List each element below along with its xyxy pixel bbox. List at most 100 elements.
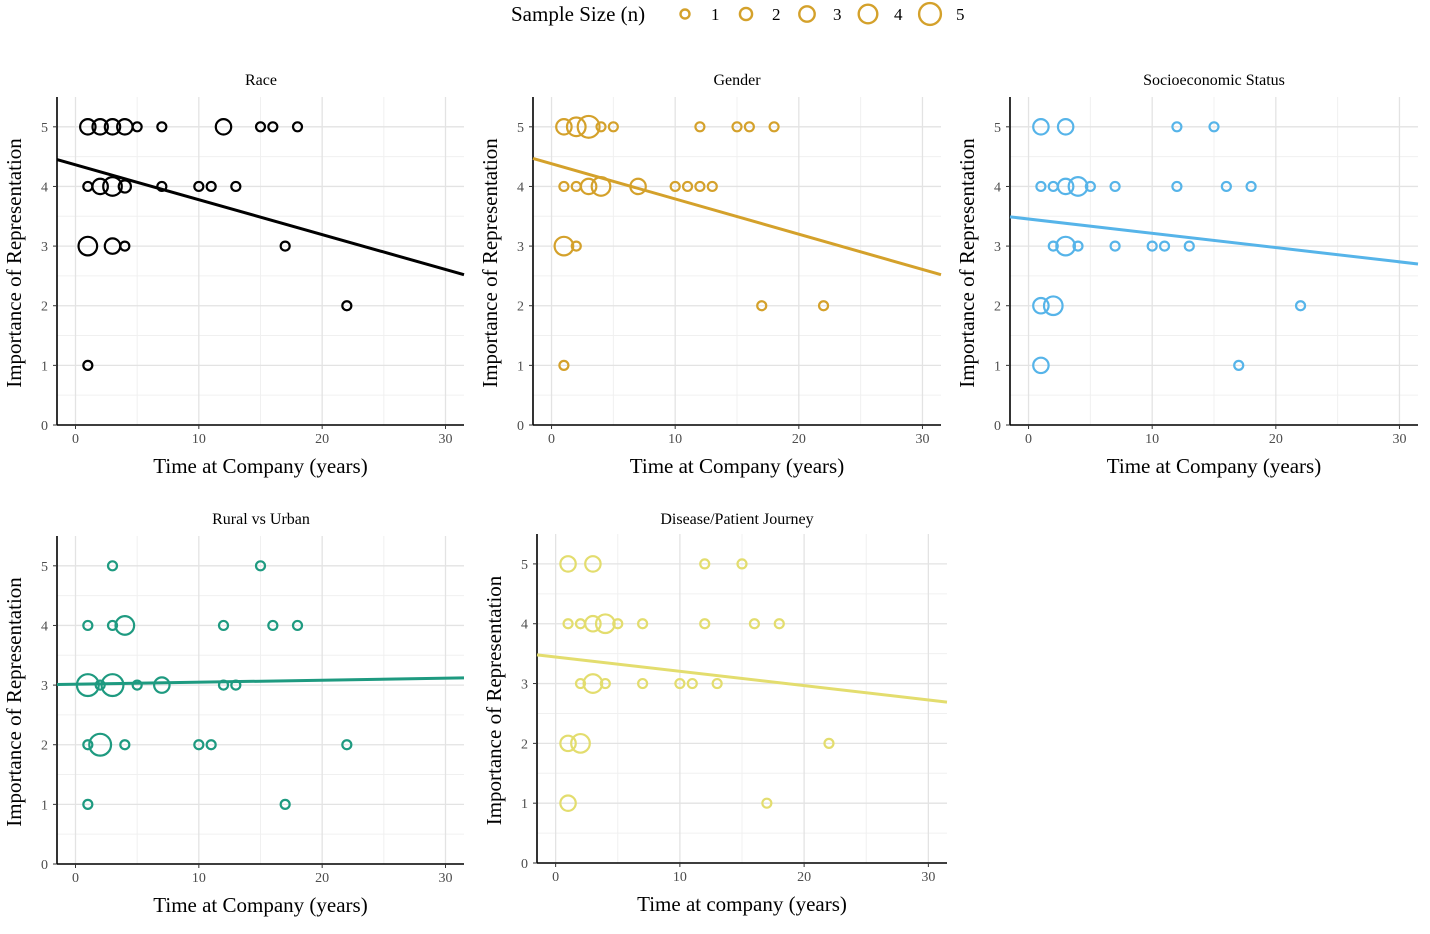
data-point xyxy=(584,614,602,633)
y-tick-label: 3 xyxy=(41,240,48,255)
data-point xyxy=(1109,240,1121,252)
data-point xyxy=(341,300,353,312)
data-point xyxy=(570,240,582,252)
y-axis-title: Importance of Representation xyxy=(2,577,26,827)
data-point xyxy=(291,121,304,133)
legend-key-4 xyxy=(857,3,879,25)
data-point xyxy=(553,235,575,257)
data-point xyxy=(1245,180,1257,193)
y-tick-label: 2 xyxy=(41,739,48,754)
trend-line xyxy=(532,156,942,277)
legend-title: Sample Size (n) xyxy=(511,2,645,26)
data-point xyxy=(595,121,607,133)
data-point xyxy=(82,619,94,632)
data-point xyxy=(576,114,601,139)
data-point xyxy=(669,180,681,193)
data-point xyxy=(570,732,591,754)
legend-key-1 xyxy=(679,8,691,20)
data-point xyxy=(91,118,109,136)
data-point xyxy=(77,235,99,257)
data-point xyxy=(1220,180,1232,193)
data-point xyxy=(694,180,706,193)
y-axis-title: Importance of Representation xyxy=(482,575,506,825)
data-point xyxy=(637,618,649,630)
y-tick-label: 3 xyxy=(994,240,1001,255)
data-point xyxy=(748,618,761,630)
panel-2: 0 10 20 30 0 1 2 3 4 5 Gender Time at Company (year… xyxy=(478,72,942,478)
data-point xyxy=(706,180,718,193)
data-point xyxy=(612,618,624,630)
y-tick-label: 4 xyxy=(994,180,1001,195)
y-tick-label: 2 xyxy=(41,300,48,315)
y-tick-label: 0 xyxy=(41,858,48,873)
data-point xyxy=(637,677,649,690)
data-point xyxy=(88,732,113,757)
data-point xyxy=(559,734,577,753)
data-point xyxy=(82,359,94,371)
data-point xyxy=(230,180,242,193)
data-point xyxy=(217,619,230,632)
y-tick-label: 3 xyxy=(521,678,528,693)
x-tick-label: 30 xyxy=(439,871,453,886)
panel-title: Socioeconomic Status xyxy=(1143,72,1285,89)
y-tick-label: 0 xyxy=(41,419,48,434)
y-tick-label: 1 xyxy=(41,359,48,374)
data-point xyxy=(711,677,723,690)
y-tick-label: 4 xyxy=(521,618,528,633)
data-point xyxy=(91,177,109,196)
x-axis-title: Time at Company (years) xyxy=(1107,454,1321,478)
data-point xyxy=(205,739,217,751)
data-point xyxy=(1035,180,1047,193)
data-point xyxy=(743,121,755,133)
legend-label-5: 5 xyxy=(956,5,965,24)
data-point xyxy=(768,121,780,133)
x-tick-label: 0 xyxy=(72,871,79,886)
x-axis-title: Time at Company (years) xyxy=(630,454,844,478)
data-point xyxy=(555,118,573,136)
data-point xyxy=(562,618,574,630)
panel-title: Gender xyxy=(713,72,761,89)
trend-line xyxy=(536,653,948,704)
data-point xyxy=(761,797,773,809)
y-tick-label: 1 xyxy=(517,359,524,374)
y-tick-label: 5 xyxy=(517,121,524,136)
data-point xyxy=(1032,356,1050,375)
data-point xyxy=(1067,176,1089,197)
data-point xyxy=(1183,240,1195,252)
y-axis-title: Importance of Representation xyxy=(955,138,979,388)
legend-label-3: 3 xyxy=(833,5,842,24)
data-point xyxy=(279,798,291,810)
panel-title: Race xyxy=(245,72,277,89)
trend-line xyxy=(56,158,465,277)
y-tick-label: 1 xyxy=(994,359,1001,374)
x-tick-label: 10 xyxy=(1145,432,1159,447)
data-point xyxy=(114,615,136,636)
data-point xyxy=(119,739,131,751)
y-tick-label: 5 xyxy=(41,121,48,136)
y-tick-label: 2 xyxy=(517,300,524,315)
x-tick-label: 20 xyxy=(792,432,806,447)
x-tick-label: 0 xyxy=(1025,432,1032,447)
data-point xyxy=(1042,295,1064,317)
data-point xyxy=(106,619,119,632)
data-point xyxy=(823,737,835,749)
x-tick-label: 10 xyxy=(192,432,206,447)
data-point xyxy=(102,176,123,197)
x-tick-label: 0 xyxy=(548,432,555,447)
data-point xyxy=(156,121,168,133)
y-axis-title: Importance of Representation xyxy=(478,138,502,388)
data-point xyxy=(131,121,143,133)
trend-line xyxy=(1009,215,1419,266)
legend-key-5 xyxy=(917,1,943,27)
data-point xyxy=(1056,118,1075,136)
y-tick-label: 5 xyxy=(994,121,1001,136)
data-point xyxy=(103,118,122,136)
y-tick-label: 5 xyxy=(521,558,528,573)
data-point xyxy=(1084,180,1096,193)
data-point xyxy=(579,177,598,196)
points-layer xyxy=(559,555,835,812)
y-tick-label: 2 xyxy=(521,737,528,752)
data-point xyxy=(193,180,205,193)
y-tick-label: 4 xyxy=(41,180,48,195)
legend-label-1: 1 xyxy=(711,5,720,24)
